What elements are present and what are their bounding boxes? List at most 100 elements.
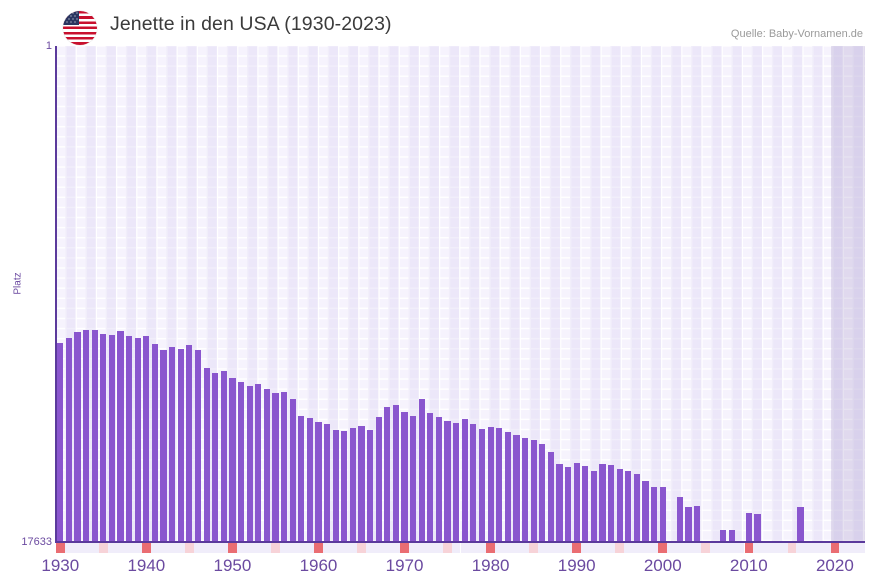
- x-tick: [116, 543, 125, 553]
- x-tick: [133, 543, 143, 553]
- bar: [212, 373, 219, 542]
- x-tick: [159, 543, 168, 553]
- x-tick: [821, 543, 831, 553]
- x-tick: [193, 543, 203, 553]
- x-tick-minor: [357, 543, 366, 553]
- x-tick: [124, 543, 134, 553]
- x-tick: [813, 543, 822, 553]
- bar: [220, 371, 227, 542]
- x-tick: [675, 543, 685, 553]
- bar: [126, 336, 133, 542]
- bar: [642, 481, 649, 542]
- bar: [797, 507, 804, 542]
- x-tick: [589, 543, 599, 553]
- chart-source-credit: Quelle: Baby-Vornamen.de: [730, 28, 863, 40]
- bar: [435, 417, 443, 542]
- x-tick: [296, 543, 306, 553]
- bar: [685, 507, 692, 542]
- x-tick: [469, 543, 478, 553]
- bar: [272, 393, 279, 542]
- bar: [169, 347, 176, 542]
- x-tick: [494, 543, 504, 553]
- x-tick: [512, 543, 521, 553]
- bar: [504, 432, 511, 542]
- bar: [246, 386, 253, 542]
- x-tick: [219, 543, 229, 553]
- bar: [194, 350, 202, 542]
- x-tick: [408, 543, 418, 553]
- x-tick: [305, 543, 315, 553]
- bar: [83, 330, 90, 542]
- bar: [143, 336, 150, 542]
- x-tick: [649, 543, 659, 553]
- x-tick: [365, 543, 375, 553]
- x-tick: [503, 543, 513, 553]
- x-tick: [253, 543, 263, 553]
- x-tick: [598, 543, 607, 553]
- x-axis-tick-strip: [56, 543, 865, 553]
- bar: [719, 530, 727, 542]
- bar: [384, 407, 391, 542]
- bar: [392, 405, 400, 542]
- bar: [74, 332, 81, 542]
- bar: [177, 349, 184, 542]
- x-tick: [761, 543, 771, 553]
- bars-layer: [56, 46, 865, 542]
- x-tick-minor: [271, 543, 280, 553]
- x-tick: [426, 543, 435, 553]
- bar: [625, 471, 632, 542]
- x-tick: [176, 543, 186, 553]
- x-tick: [718, 543, 728, 553]
- bar: [694, 506, 701, 542]
- x-tick-minor: [443, 543, 452, 553]
- bar: [324, 424, 331, 542]
- bar: [461, 419, 468, 542]
- bar: [151, 344, 159, 542]
- x-tick: [202, 543, 211, 553]
- bar: [280, 392, 288, 542]
- x-tick-minor: [99, 543, 108, 553]
- y-axis-top-label: 1: [45, 40, 52, 52]
- x-tick: [847, 543, 857, 553]
- x-tick: [417, 543, 427, 553]
- bar: [298, 416, 305, 542]
- bar: [539, 444, 546, 542]
- x-tick: [735, 543, 745, 553]
- x-tick-major: [572, 543, 581, 553]
- bar: [521, 438, 529, 542]
- x-tick: [348, 543, 358, 553]
- bar: [160, 350, 167, 542]
- x-tick-minor: [529, 543, 538, 553]
- usa-flag-icon: [63, 11, 97, 45]
- x-tick-major: [830, 543, 840, 553]
- x-axis-tick-label: 1940: [127, 556, 166, 575]
- bar: [754, 514, 761, 542]
- x-tick: [73, 543, 82, 553]
- x-axis-tick-label: 2000: [643, 556, 682, 575]
- bar: [108, 335, 116, 542]
- bar: [410, 416, 417, 542]
- bar: [444, 421, 451, 542]
- x-tick-major: [56, 543, 65, 553]
- x-tick: [839, 543, 848, 553]
- x-tick-major: [400, 543, 409, 553]
- x-tick: [340, 543, 349, 553]
- y-axis-title: Platz: [12, 272, 24, 295]
- x-tick-minor: [701, 543, 711, 553]
- x-tick-major: [142, 543, 151, 553]
- x-tick: [641, 543, 650, 553]
- future-region-shading: [830, 46, 865, 542]
- x-axis-line: [56, 541, 865, 543]
- x-tick: [624, 543, 633, 553]
- x-tick: [546, 543, 556, 553]
- bar: [427, 413, 434, 542]
- bar: [547, 452, 554, 542]
- bar: [590, 471, 597, 542]
- bar: [375, 417, 382, 542]
- bar: [556, 464, 563, 542]
- bar: [349, 428, 356, 542]
- chart-title: Jenette in den USA (1930-2023): [110, 13, 392, 35]
- x-axis-tick-label: 1950: [213, 556, 252, 575]
- bar: [496, 428, 503, 542]
- x-tick: [692, 543, 702, 553]
